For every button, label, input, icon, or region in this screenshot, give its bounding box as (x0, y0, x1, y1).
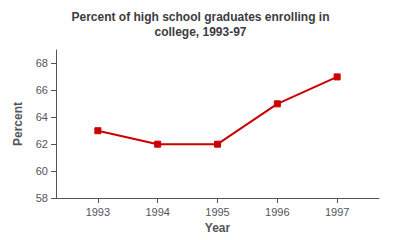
svg-text:60: 60 (36, 165, 48, 177)
svg-text:58: 58 (36, 192, 48, 204)
svg-text:1997: 1997 (325, 206, 349, 218)
svg-text:1996: 1996 (265, 206, 289, 218)
svg-text:64: 64 (36, 111, 48, 123)
svg-text:66: 66 (36, 84, 48, 96)
svg-text:Percent of high school graduat: Percent of high school graduates enrolli… (71, 10, 329, 24)
svg-text:1993: 1993 (86, 206, 110, 218)
svg-text:68: 68 (36, 57, 48, 69)
svg-text:1995: 1995 (205, 206, 229, 218)
svg-text:Percent: Percent (11, 102, 25, 146)
svg-text:1994: 1994 (145, 206, 169, 218)
svg-text:62: 62 (36, 138, 48, 150)
svg-text:college, 1993-97: college, 1993-97 (154, 25, 246, 39)
svg-text:Year: Year (205, 221, 231, 235)
